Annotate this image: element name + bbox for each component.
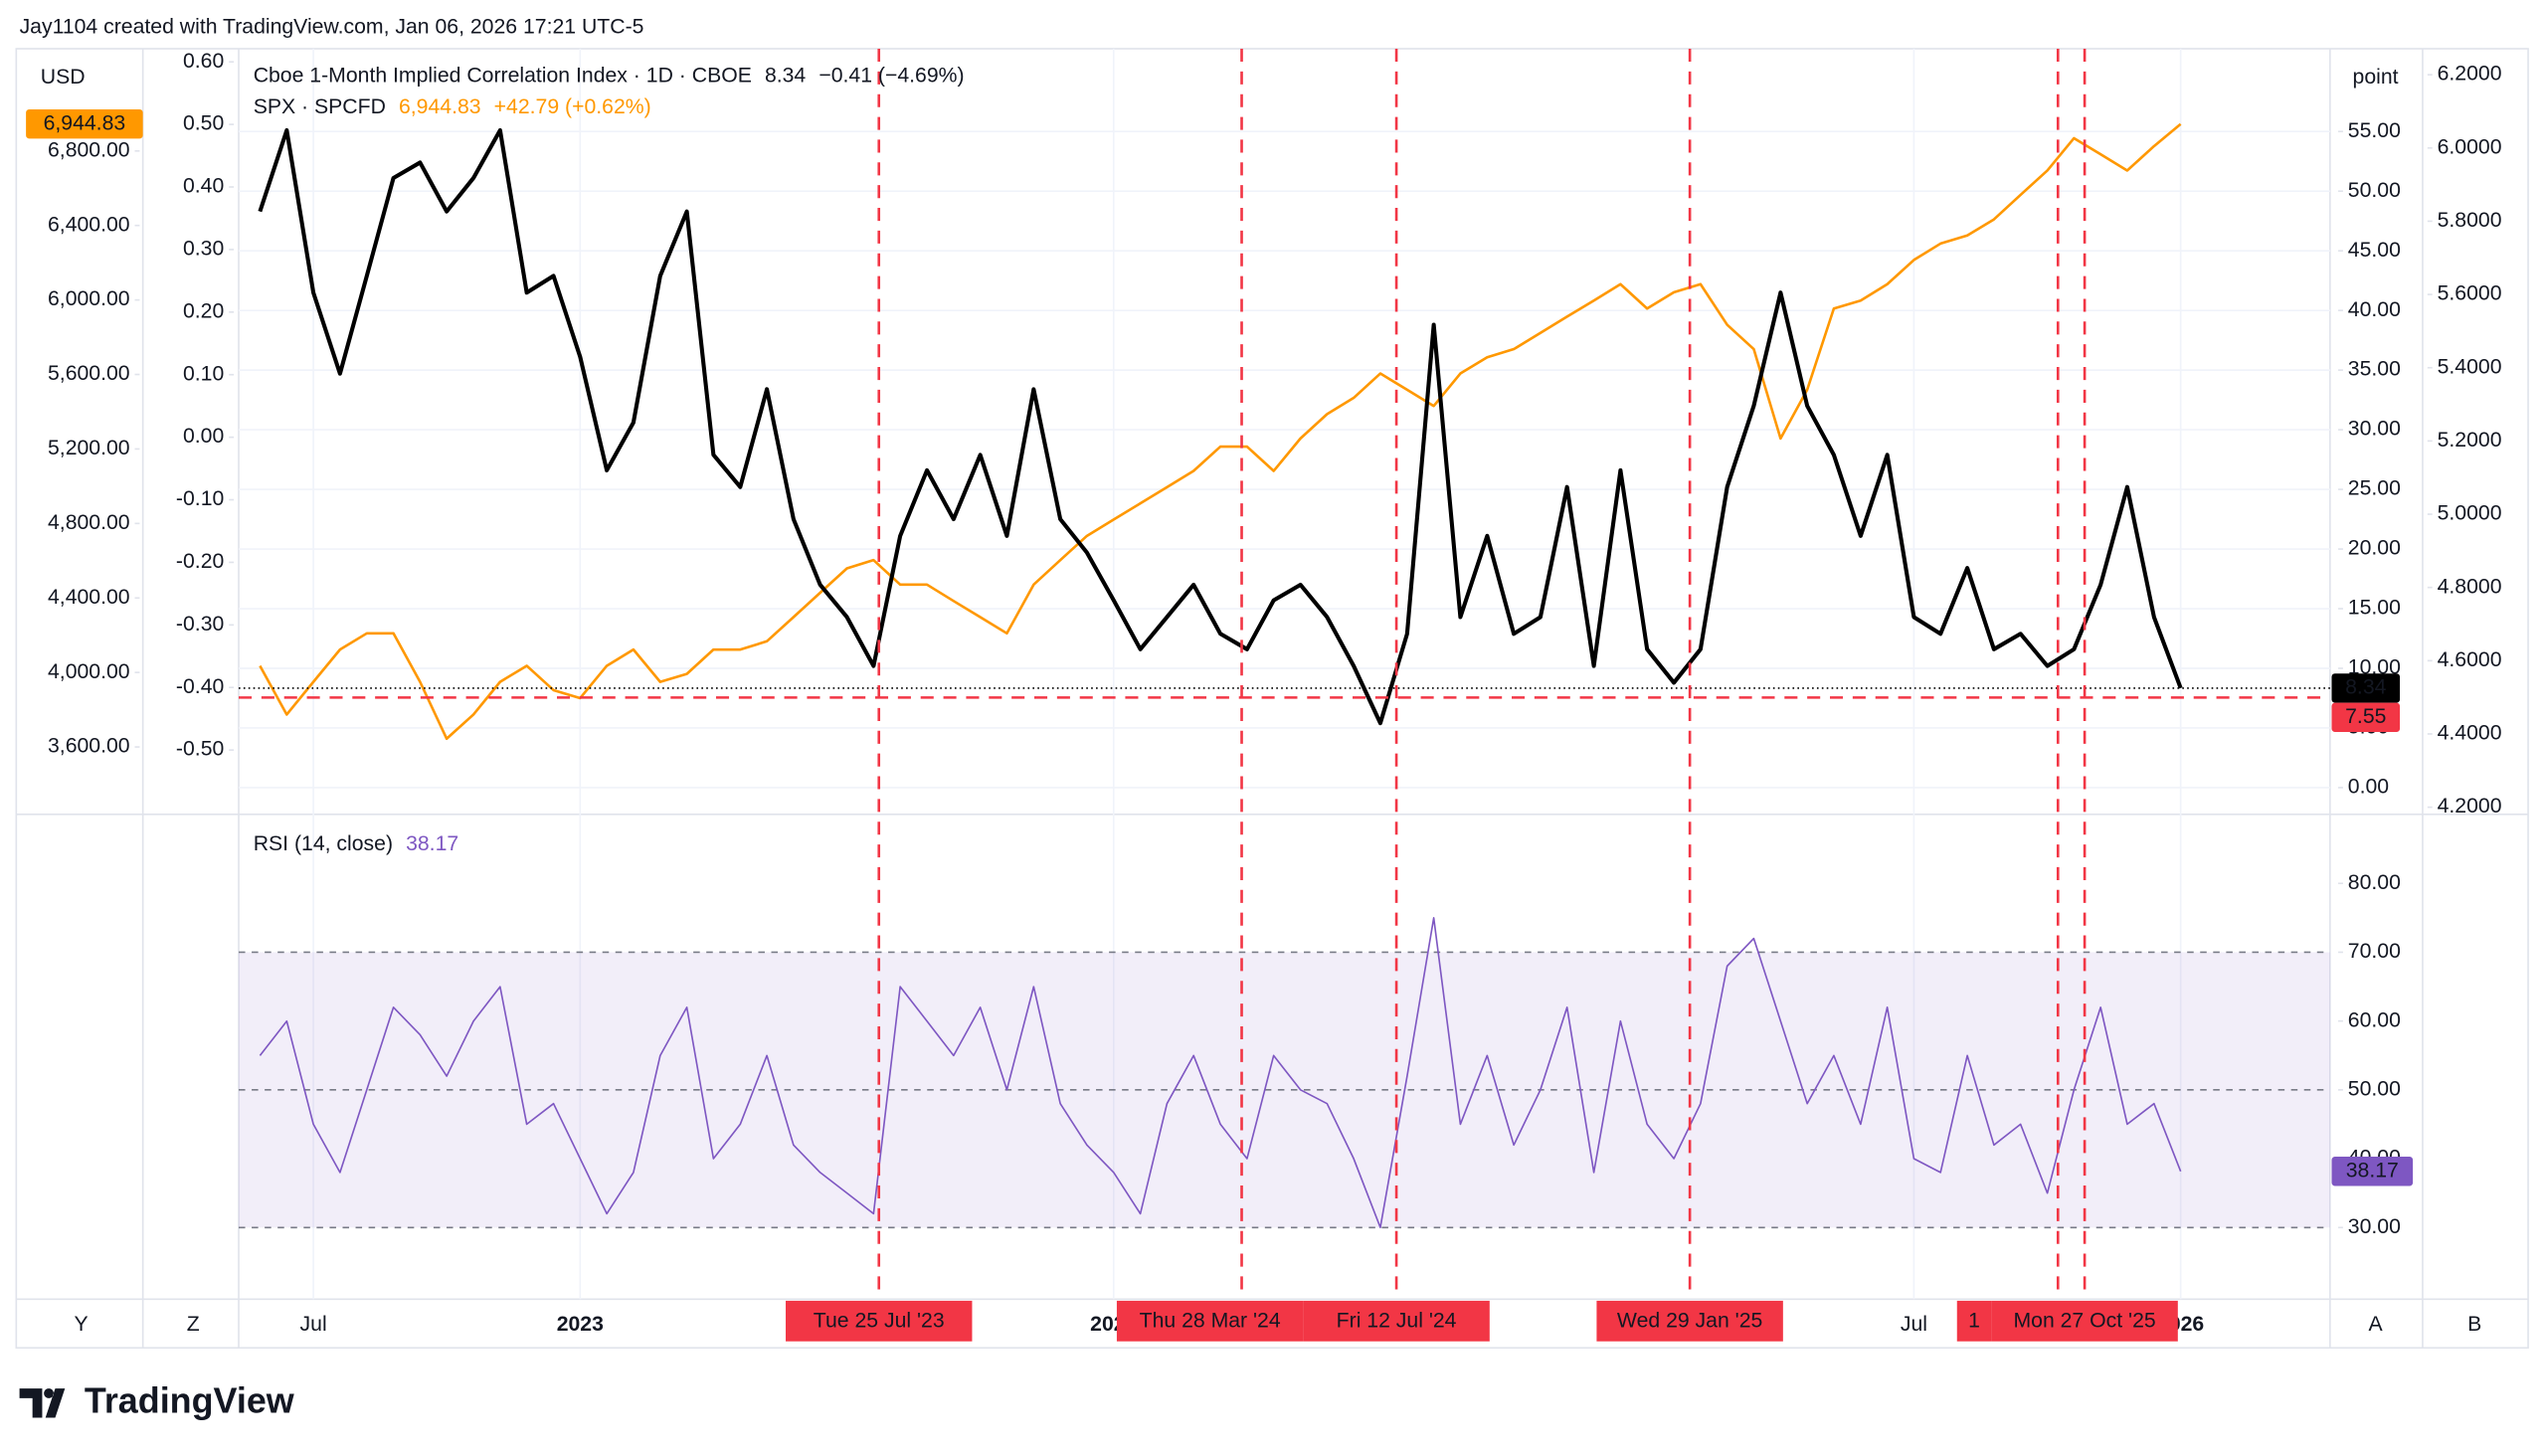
- event-label: Thu 28 Mar '24: [1140, 1310, 1281, 1333]
- level-badge: [2331, 702, 2401, 732]
- y-tick-label: 4,800.00: [48, 511, 130, 534]
- frame: [15, 48, 2529, 1350]
- y-tick-label: -0.50: [176, 738, 224, 761]
- legend-rsi: RSI (14, close) 38.17: [254, 832, 458, 855]
- y-tick-label: 55.00: [2348, 119, 2401, 142]
- right-axis-unit: point: [2353, 66, 2399, 89]
- y-tick-label: 6.0000: [2438, 135, 2502, 158]
- y-tick-label: 4,400.00: [48, 586, 130, 609]
- event-label: Tue 25 Jul '23: [814, 1310, 945, 1333]
- y-tick-label: 0.00: [183, 425, 224, 448]
- price-badge: [26, 108, 143, 139]
- y-tick-label: -0.30: [176, 613, 224, 636]
- y-tick-label: 4.8000: [2438, 575, 2502, 598]
- price-badge-text: 6,944.83: [44, 111, 126, 134]
- y-tick-label: 6,400.00: [48, 213, 130, 236]
- y-tick-label: 6,000.00: [48, 287, 130, 310]
- y-tick-label: 4.4000: [2438, 722, 2502, 745]
- y-tick-label: 60.00: [2348, 1008, 2401, 1031]
- legend-change: −0.41 (−4.69%): [818, 64, 964, 87]
- legend-name: RSI (14, close): [254, 832, 393, 855]
- legend-name: SPX · SPCFD: [254, 94, 386, 117]
- y-tick-label: 0.30: [183, 238, 224, 261]
- event-label: Wed 29 Jan '25: [1617, 1310, 1762, 1333]
- toolbar-button[interactable]: B: [2467, 1313, 2481, 1336]
- y-tick-label: 10.00: [2348, 656, 2401, 679]
- legend-name: Cboe 1-Month Implied Correlation Index ·…: [254, 64, 752, 87]
- x-tick-label: Jul: [1901, 1313, 1927, 1336]
- y-tick-label: 6.2000: [2438, 63, 2502, 86]
- y-tick-label: 5.8000: [2438, 209, 2502, 232]
- y-tick-label: 0.10: [183, 362, 224, 385]
- y-tick-label: 4.2000: [2438, 795, 2502, 818]
- legend-value: 8.34: [765, 64, 806, 87]
- event-badge: [786, 1300, 973, 1342]
- y-tick-label: 80.00: [2348, 871, 2401, 894]
- header-credit: Jay1104 created with TradingView.com, Ja…: [20, 15, 644, 38]
- y-tick-label: 0.60: [183, 50, 224, 73]
- y-tick-label: 5.4000: [2438, 355, 2502, 378]
- y-tick-label: 6,800.00: [48, 138, 130, 161]
- price-badge-text: 8.34: [2345, 676, 2386, 699]
- y-tick-label: 4,000.00: [48, 660, 130, 683]
- event-badge: [1116, 1300, 1304, 1342]
- y-tick-label: -0.20: [176, 550, 224, 573]
- rsi-badge-text: 38.17: [2346, 1159, 2399, 1182]
- y-tick-label: 5.2000: [2438, 429, 2502, 452]
- y-tick-label: 5.6000: [2438, 282, 2502, 305]
- legend-value: 38.17: [406, 832, 458, 855]
- y-tick-label: -0.40: [176, 675, 224, 698]
- event-badge: [1956, 1300, 1992, 1342]
- legend-correlation: Cboe 1-Month Implied Correlation Index ·…: [254, 64, 965, 87]
- y-tick-label: 0.00: [2348, 776, 2389, 799]
- rsi-badge: [2331, 1157, 2414, 1186]
- y-tick-label: -0.10: [176, 487, 224, 510]
- toolbar-button[interactable]: A: [2368, 1313, 2383, 1336]
- x-tick-label: Jul: [300, 1313, 327, 1336]
- event-label: Fri 12 Jul '24: [1337, 1310, 1457, 1333]
- y-tick-label: 5,200.00: [48, 437, 130, 459]
- y-tick-label: 0.40: [183, 175, 224, 198]
- y-tick-label: 30.00: [2348, 418, 2401, 441]
- y-tick-label: 40.00: [2348, 298, 2401, 321]
- brand-name: TradingView: [85, 1379, 294, 1420]
- y-tick-label: 3,600.00: [48, 735, 130, 758]
- legend-value: 6,944.83: [399, 94, 481, 117]
- y-tick-label: 5.0000: [2438, 502, 2502, 525]
- y-tick-label: 15.00: [2348, 597, 2401, 620]
- y-tick-label: 70.00: [2348, 940, 2401, 963]
- y-tick-label: 30.00: [2348, 1215, 2401, 1238]
- y-tick-label: 0.20: [183, 299, 224, 322]
- x-tick-label: 2023: [557, 1313, 604, 1336]
- legend-change: +42.79 (+0.62%): [494, 94, 651, 117]
- event-badge: [1596, 1300, 1783, 1342]
- event-badge: [1991, 1300, 2178, 1342]
- event-label: 1: [1968, 1310, 1980, 1333]
- y-tick-label: 25.00: [2348, 477, 2401, 500]
- y-tick-label: 4.6000: [2438, 648, 2502, 671]
- event-label: Mon 27 Oct '25: [2013, 1310, 2155, 1333]
- y-tick-label: 35.00: [2348, 358, 2401, 381]
- left-axis-unit: USD: [41, 66, 86, 89]
- y-tick-label: 0.50: [183, 112, 224, 135]
- y-tick-label: 50.00: [2348, 1077, 2401, 1100]
- legend-spx: SPX · SPCFD 6,944.83 +42.79 (+0.62%): [254, 94, 651, 117]
- price-badge: [2331, 673, 2401, 703]
- plot-layer: 3,600.00 4,000.00 4,400.00 4,800.00 5,200.00…: [26, 48, 2502, 1342]
- y-tick-label: 5,600.00: [48, 362, 130, 385]
- y-tick-label: 20.00: [2348, 537, 2401, 560]
- toolbar-button[interactable]: Z: [187, 1313, 200, 1336]
- y-tick-label: 50.00: [2348, 179, 2401, 202]
- series-line: [258, 127, 2183, 726]
- y-tick-label: 45.00: [2348, 239, 2401, 262]
- event-badge: [1303, 1300, 1490, 1342]
- rsi-line: [259, 917, 2182, 1229]
- toolbar-button[interactable]: Y: [75, 1313, 89, 1336]
- level-badge-text: 7.55: [2345, 705, 2386, 728]
